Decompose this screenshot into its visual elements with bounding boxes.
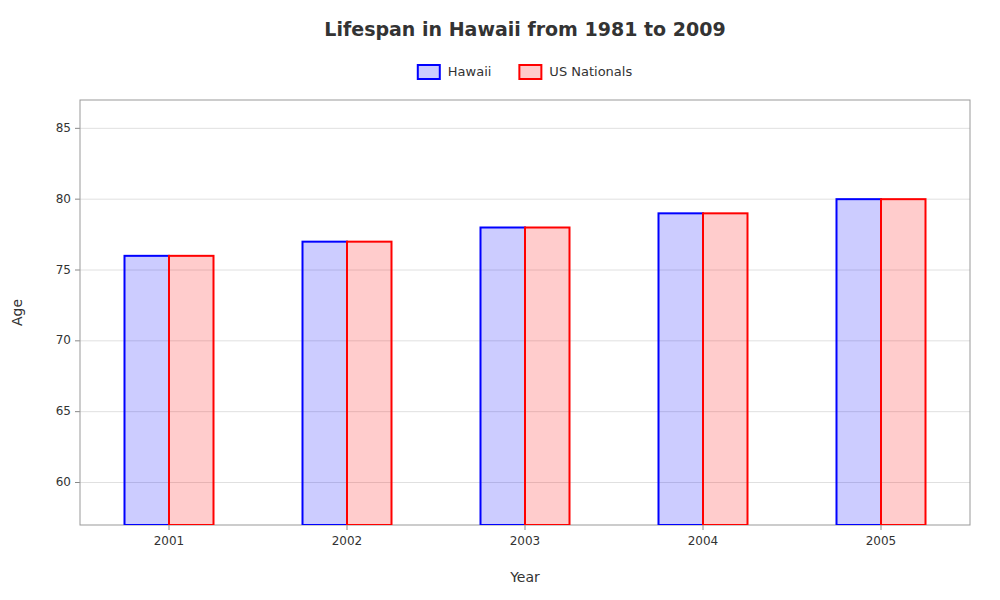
x-tick-label: 2004 [688, 534, 719, 548]
bar [703, 213, 748, 525]
x-tick [881, 525, 882, 530]
legend-label: US Nationals [549, 64, 632, 79]
title: Lifespan in Hawaii from 1981 to 2009 [324, 18, 725, 40]
chart-svg: 60 65 70 75 80 85 2001 2002 2003 2004 2005 Year Age L… [0, 0, 1000, 600]
bar [169, 256, 214, 525]
x-tick [169, 525, 170, 530]
y-tick-label: 85 [56, 121, 71, 135]
y-tick [75, 482, 80, 483]
grid-line [80, 128, 970, 129]
y-tick [75, 199, 80, 200]
x-tick-label: 2005 [866, 534, 897, 548]
y-axis-label: Age [9, 299, 25, 326]
y-tick [75, 340, 80, 341]
bar [125, 256, 170, 525]
legend: Hawaii US Nationals [418, 64, 633, 80]
bars [125, 199, 926, 525]
bar [659, 213, 704, 525]
x-axis-label: Year [509, 569, 540, 585]
y-tick-label: 70 [56, 333, 71, 347]
bar [837, 199, 882, 525]
bar [881, 199, 926, 525]
legend-swatch [519, 65, 541, 79]
y-tick-label: 60 [56, 475, 71, 489]
x-tick-label: 2001 [154, 534, 185, 548]
legend-item: Hawaii [418, 64, 492, 80]
y-tick [75, 411, 80, 412]
x-tick [703, 525, 704, 530]
x-tick [347, 525, 348, 530]
legend-swatch [418, 65, 440, 79]
y-tick [75, 270, 80, 271]
y-tick-label: 80 [56, 192, 71, 206]
bar [347, 242, 392, 525]
bar [303, 242, 348, 525]
bar [481, 228, 526, 526]
legend-item: US Nationals [519, 64, 632, 80]
x-tick-label: 2003 [510, 534, 541, 548]
y-tick [75, 128, 80, 129]
y-tick-label: 75 [56, 263, 71, 277]
legend-label: Hawaii [448, 64, 492, 79]
y-tick-label: 65 [56, 404, 71, 418]
plot-frame [80, 100, 970, 525]
page: {"chart_data": {"type": "bar", "title": … [0, 0, 1000, 600]
chart-container: 60 65 70 75 80 85 2001 2002 2003 2004 2005 Year Age L… [0, 0, 1000, 600]
bar [525, 228, 570, 526]
x-tick [525, 525, 526, 530]
x-tick-label: 2002 [332, 534, 363, 548]
